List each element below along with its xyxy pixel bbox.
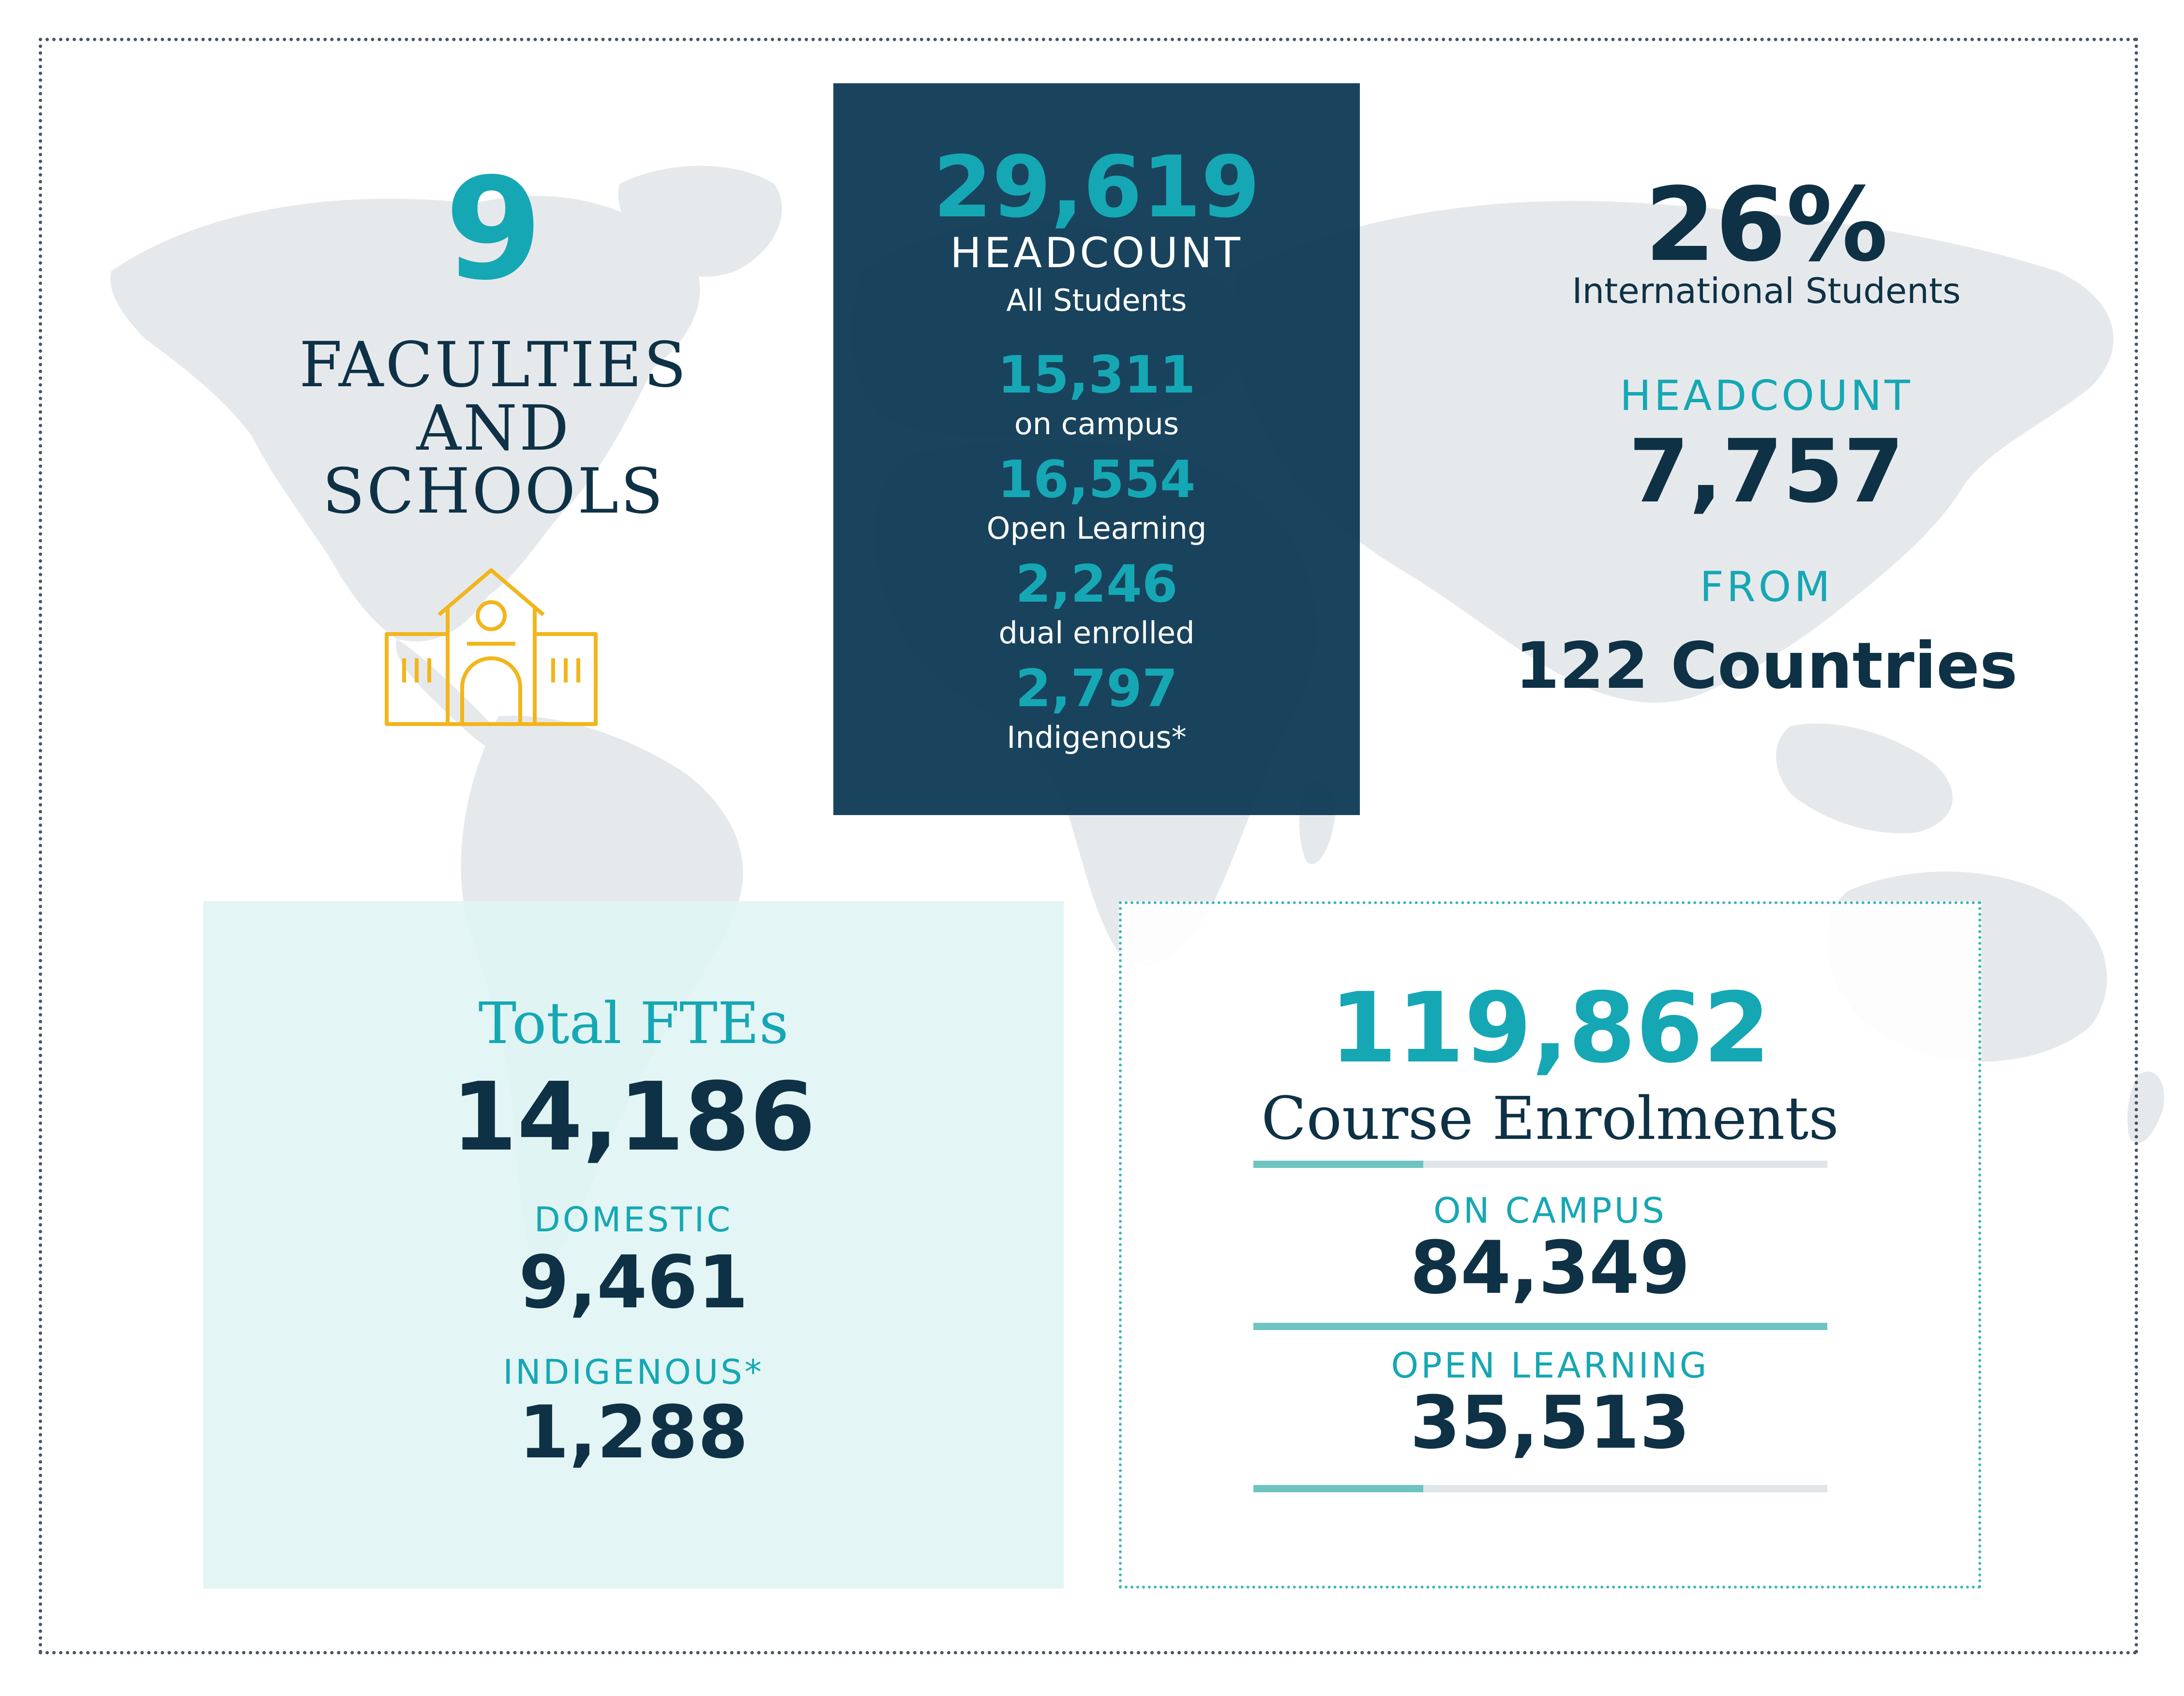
fte-panel <box>203 901 1064 1589</box>
course-enrolments-total: 119,862 <box>1329 972 1771 1085</box>
on-campus-label: ON CAMPUS <box>1433 1190 1667 1231</box>
on-campus-share-fill <box>1253 1161 1424 1168</box>
fte-indigenous-label: INDIGENOUS* <box>503 1352 764 1392</box>
dotted-page-border <box>39 38 2138 1654</box>
on-campus-value: 84,349 <box>1410 1226 1690 1310</box>
headcount-on-campus-label: on campus <box>1014 406 1179 441</box>
international-headcount: 7,757 <box>1628 421 1904 522</box>
headcount-panel <box>833 83 1360 815</box>
fte-indigenous-value: 1,288 <box>518 1391 749 1475</box>
map-southeast-asia <box>1776 723 1953 833</box>
school-building-icon <box>385 568 598 726</box>
headcount-title: HEADCOUNT <box>950 229 1243 277</box>
headcount-total: 29,619 <box>933 138 1260 237</box>
fte-total: 14,186 <box>451 1062 816 1172</box>
course-enrolments-title: Course Enrolments <box>1261 1084 1839 1153</box>
international-headcount-label: HEADCOUNT <box>1620 372 1913 420</box>
international-countries: 122 Countries <box>1515 629 2018 703</box>
faculties-label-line: AND <box>416 392 571 465</box>
map-asia <box>1233 201 2114 703</box>
open-learning-divider-fill <box>1253 1323 1827 1330</box>
open-learning-label: OPEN LEARNING <box>1391 1345 1709 1386</box>
map-north-america <box>110 196 700 642</box>
headcount-open-learning-label: Open Learning <box>986 511 1207 546</box>
international-percent: 26% <box>1644 166 1888 284</box>
fte-domestic-value: 9,461 <box>518 1241 749 1325</box>
headcount-dual-enrolled-label: dual enrolled <box>998 615 1195 651</box>
international-from-label: FROM <box>1700 563 1833 611</box>
fte-domestic-label: DOMESTIC <box>534 1200 733 1240</box>
international-label: International Students <box>1572 271 1961 311</box>
headcount-indigenous-value: 2,797 <box>1015 659 1178 718</box>
fte-title: Total FTEs <box>478 990 789 1057</box>
open-learning-divider-bar <box>1253 1323 1827 1330</box>
open-learning-share-bar <box>1253 1485 1827 1492</box>
faculties-count: 9 <box>445 148 542 311</box>
faculties-label-line: FACULTIES <box>299 329 688 401</box>
headcount-open-learning-value: 16,554 <box>997 450 1196 509</box>
faculties-label: FACULTIES AND SCHOOLS <box>271 329 716 528</box>
open-learning-value: 35,513 <box>1410 1381 1690 1465</box>
headcount-subtitle: All Students <box>1006 283 1187 318</box>
faculties-label-line: SCHOOLS <box>322 455 665 528</box>
on-campus-share-bar <box>1253 1161 1827 1168</box>
headcount-indigenous-label: Indigenous* <box>1007 720 1187 755</box>
headcount-dual-enrolled-value: 2,246 <box>1015 554 1178 614</box>
open-learning-share-fill <box>1253 1485 1424 1492</box>
map-greenland <box>618 166 782 277</box>
headcount-on-campus-value: 15,311 <box>997 345 1196 405</box>
course-enrolments-panel <box>1119 901 1981 1589</box>
